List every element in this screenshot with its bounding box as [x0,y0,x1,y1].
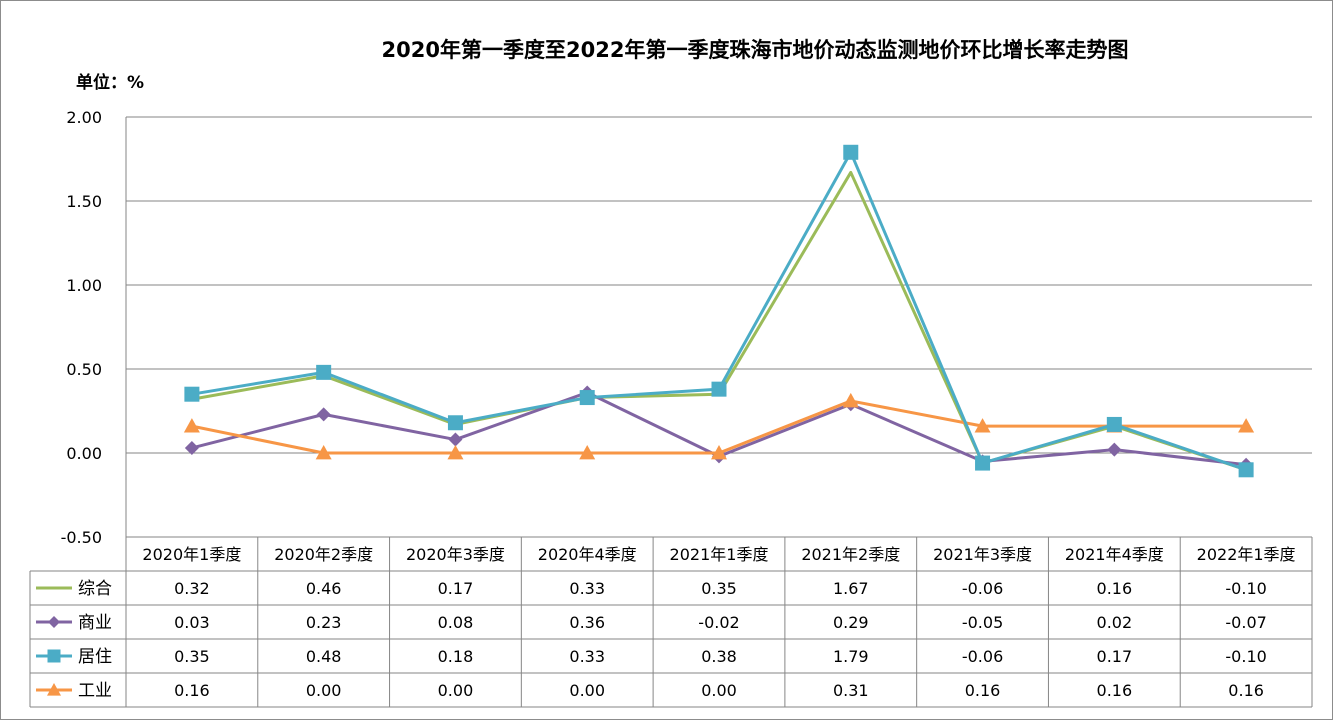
x-tick-label: 2022年1季度 [1197,545,1296,564]
data-label: 0.17 [438,579,474,598]
data-point [579,390,595,406]
legend-label: 商业 [78,613,112,633]
data-label: -0.06 [962,579,1003,598]
data-point [842,392,859,408]
data-point [1106,416,1122,432]
y-tick-label: 1.50 [66,192,102,211]
data-label: 0.35 [174,647,210,666]
data-label: 0.48 [306,647,342,666]
data-label: 0.16 [174,681,210,700]
data-label: 0.29 [833,613,869,632]
data-label: 0.33 [569,579,605,598]
data-point [447,415,463,431]
data-label: 0.38 [701,647,737,666]
data-label: 0.17 [1097,647,1133,666]
data-point [316,407,331,422]
data-label: -0.05 [962,613,1003,632]
data-label: 0.03 [174,613,210,632]
data-point [1238,418,1255,433]
x-tick-label: 2020年3季度 [406,545,505,564]
data-label: 1.67 [833,579,869,598]
y-tick-label: 1.00 [66,276,102,295]
data-label: -0.02 [698,613,739,632]
data-label: 0.36 [569,613,605,632]
data-label: 0.16 [1097,681,1133,700]
legend-marker [48,616,60,628]
data-label: 0.35 [701,579,737,598]
data-label: 0.33 [569,647,605,666]
data-label: 0.02 [1097,613,1133,632]
data-point [184,386,200,402]
legend-label: 居住 [78,647,112,667]
x-tick-label: 2021年4季度 [1065,545,1164,564]
x-tick-label: 2020年1季度 [142,545,241,564]
data-label: 0.23 [306,613,342,632]
legend-label: 综合 [78,579,112,599]
data-point [183,418,200,433]
data-point [975,455,991,471]
data-point [1238,462,1254,478]
data-label: 0.16 [965,681,1001,700]
legend-marker [47,683,61,696]
data-label: 0.18 [438,647,474,666]
series-line-居住 [191,150,1247,472]
data-label: -0.07 [1225,613,1266,632]
chart-title: 2020年第一季度至2022年第一季度珠海市地价动态监测地价环比增长率走势图 [381,38,1129,62]
data-label: 0.00 [306,681,342,700]
y-tick-label: -0.50 [61,528,102,547]
y-tick-label: 0.50 [66,360,102,379]
legend-label: 工业 [78,681,112,701]
x-tick-label: 2021年2季度 [801,545,900,564]
data-point [315,445,332,460]
data-label: 0.00 [569,681,605,700]
data-label: 0.08 [438,613,474,632]
data-label: 0.00 [701,681,737,700]
data-point [448,432,463,447]
data-label: 0.32 [174,579,210,598]
x-tick-label: 2020年4季度 [538,545,637,564]
data-point [579,445,596,460]
data-point [711,381,727,397]
data-point [1107,442,1122,457]
data-label: 0.46 [306,579,342,598]
data-label: -0.10 [1225,647,1266,666]
x-tick-label: 2021年1季度 [670,545,769,564]
data-point [843,144,859,160]
data-label: -0.06 [962,647,1003,666]
data-point [974,418,991,433]
data-label: -0.10 [1225,579,1266,598]
data-label: 0.00 [438,681,474,700]
data-point [184,440,199,455]
data-point [711,445,727,460]
data-label: 1.79 [833,647,869,666]
data-label: 0.16 [1228,681,1264,700]
x-tick-label: 2021年3季度 [933,545,1032,564]
unit-label: 单位：% [76,73,145,93]
data-label: 0.31 [833,681,869,700]
data-label: 0.16 [1097,579,1133,598]
legend-marker [47,649,61,663]
y-tick-label: 2.00 [66,108,102,127]
y-tick-label: 0.00 [66,444,102,463]
data-point [316,364,332,380]
data-point [447,445,464,460]
x-tick-label: 2020年2季度 [274,545,373,564]
